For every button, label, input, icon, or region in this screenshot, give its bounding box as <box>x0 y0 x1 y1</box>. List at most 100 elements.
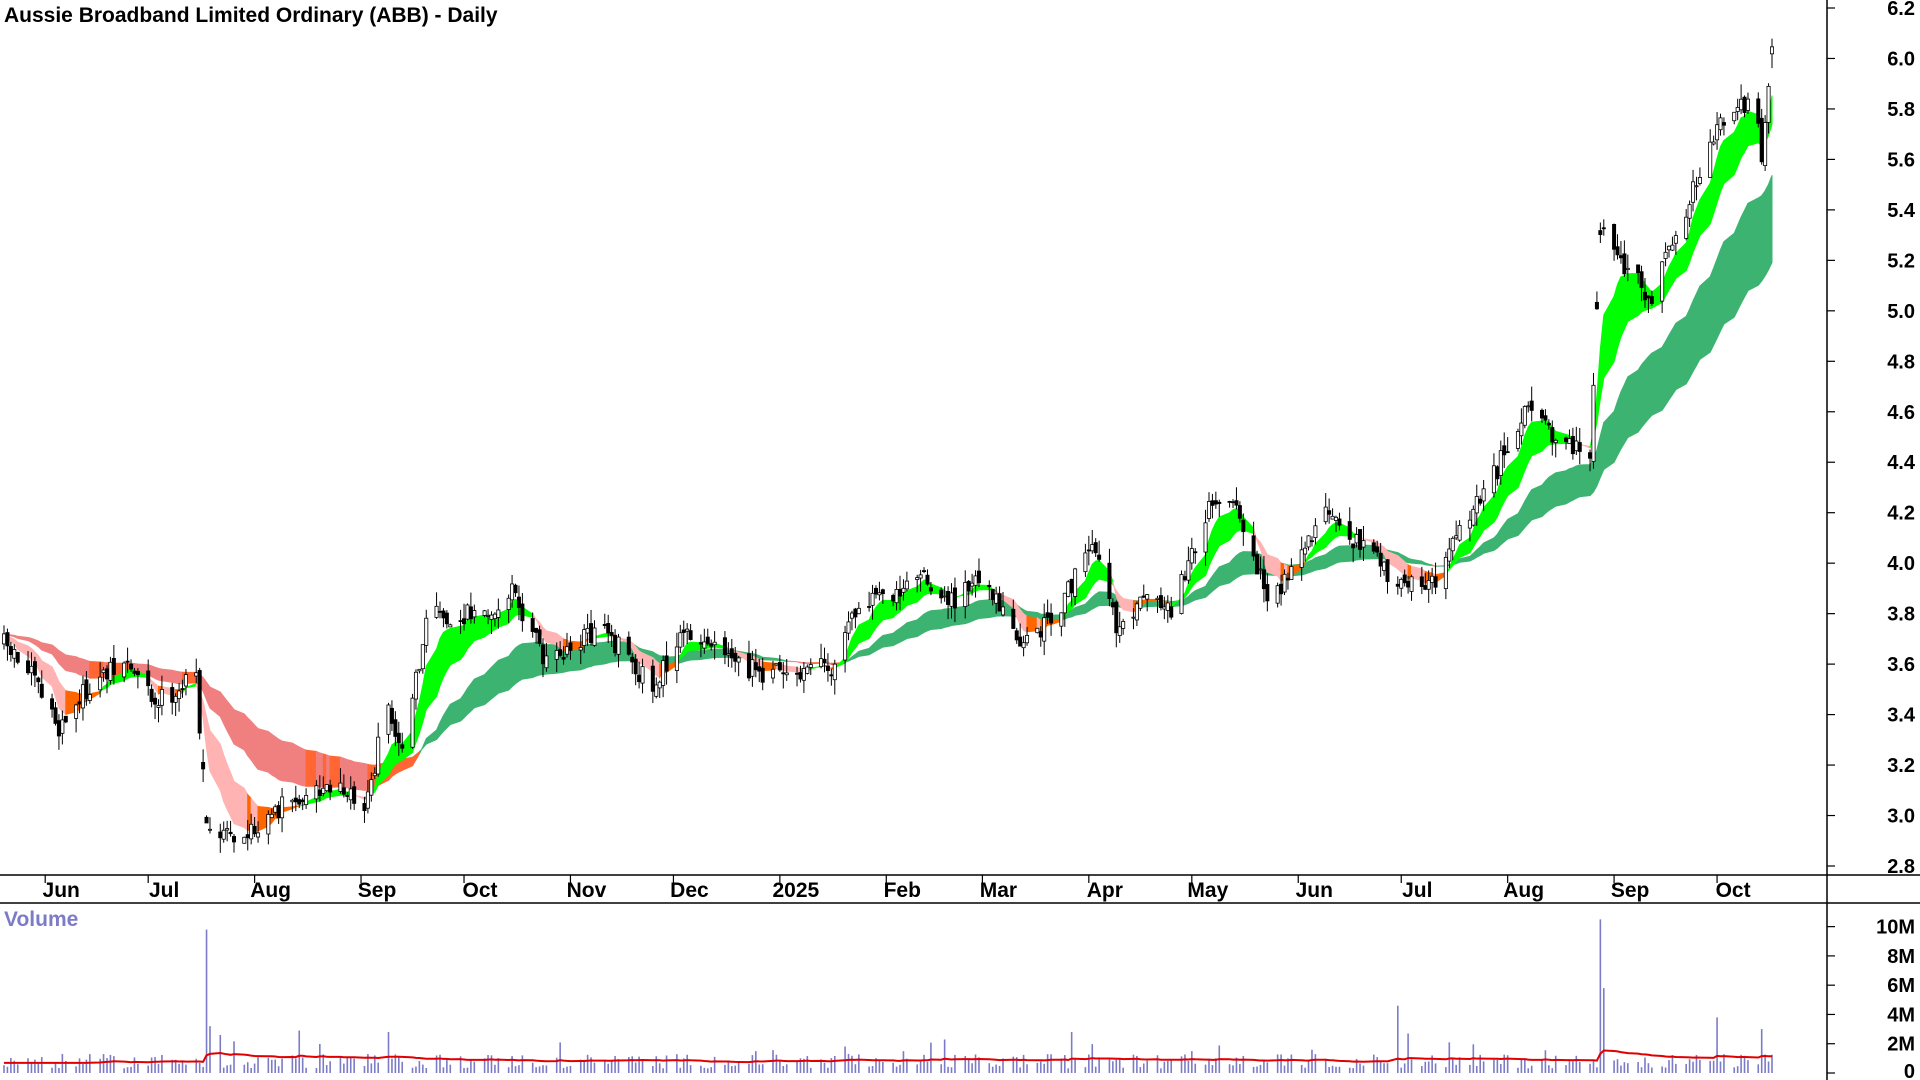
y-tick-label: 5.6 <box>1887 149 1915 171</box>
candle-body <box>544 655 549 669</box>
candle-body <box>1715 124 1720 141</box>
candle <box>1577 428 1582 465</box>
candle <box>1745 92 1750 114</box>
candle-body <box>252 826 257 835</box>
candle-body <box>1423 585 1428 590</box>
candle <box>1399 577 1404 597</box>
candle-body <box>1309 540 1314 543</box>
volume-title: Volume <box>4 908 78 931</box>
candle-body <box>520 603 525 622</box>
candle-body <box>228 831 233 835</box>
candle <box>516 585 521 621</box>
y-tick-label: 3.0 <box>1887 806 1915 828</box>
candle-body <box>1598 230 1603 235</box>
candle <box>1756 92 1761 128</box>
candle-body <box>197 670 202 734</box>
candle <box>1107 548 1112 607</box>
y-tick-label: 5.2 <box>1887 250 1915 272</box>
candle-body <box>1588 452 1593 459</box>
candle <box>1001 592 1006 617</box>
x-tick-label: Jun <box>43 879 80 902</box>
x-tick-label: Mar <box>980 879 1017 902</box>
candle <box>705 628 710 646</box>
candle <box>1261 556 1266 603</box>
candle-body <box>1574 440 1579 452</box>
candle-body <box>661 660 666 686</box>
candle-body <box>101 669 106 673</box>
candle-body <box>39 683 44 698</box>
candle <box>1121 618 1126 635</box>
candle-body <box>1402 574 1407 584</box>
long-band-segment <box>322 753 328 788</box>
candle-body <box>966 580 971 592</box>
candle-body <box>1179 574 1184 614</box>
candle-body <box>489 614 494 620</box>
candle-body <box>376 736 381 775</box>
x-tick-label: Nov <box>567 879 607 902</box>
candle <box>372 767 377 780</box>
candle-body <box>1481 488 1486 502</box>
candle <box>125 647 130 673</box>
candle-body <box>1145 594 1150 600</box>
candle <box>328 779 333 801</box>
candle-body <box>726 653 731 656</box>
candle <box>472 604 477 624</box>
candle <box>232 834 237 853</box>
candle-body <box>994 593 999 604</box>
candle-body <box>946 590 951 605</box>
candle <box>149 684 154 708</box>
candle-body <box>939 589 944 599</box>
candle-body <box>345 795 350 797</box>
candle-body <box>774 663 779 666</box>
candle-body <box>1684 216 1689 239</box>
candle <box>413 669 418 710</box>
candle <box>304 788 309 809</box>
candle <box>1660 261 1665 313</box>
candle-body <box>1231 501 1236 504</box>
candle-body <box>1217 501 1222 504</box>
candle-body <box>609 632 614 636</box>
candle-body <box>1663 251 1668 259</box>
candle-body <box>104 668 109 680</box>
candle <box>424 609 429 653</box>
candle <box>1361 525 1366 562</box>
candle-body <box>1251 535 1256 557</box>
candle-body <box>1409 576 1414 592</box>
candle <box>496 598 501 629</box>
y-tick-label: 3.4 <box>1887 705 1916 727</box>
candle <box>1073 567 1078 606</box>
candle-body <box>1639 271 1644 288</box>
candle-body <box>1756 98 1761 124</box>
candle-body <box>654 684 659 697</box>
candle-body <box>1567 438 1572 445</box>
candle-body <box>1739 98 1744 111</box>
volume-tick-label: 8M <box>1887 946 1915 968</box>
candle <box>561 646 566 665</box>
time-x-axis: Jun Jul Aug Sep Oct Nov Dec 2025 Feb Mar Apr May Jun… <box>43 875 1751 902</box>
candle-body <box>1083 552 1088 573</box>
candle-body <box>60 719 65 734</box>
candle-body <box>733 652 738 662</box>
candle-body <box>362 803 367 812</box>
candle <box>1097 540 1102 562</box>
candle-body <box>1351 543 1356 549</box>
candle-body <box>1361 540 1366 548</box>
candle-body <box>1646 295 1651 299</box>
candle-body <box>465 604 470 620</box>
candle-body <box>1636 264 1641 274</box>
candle-body <box>1498 450 1503 476</box>
x-tick-label: Aug <box>250 879 291 902</box>
candle <box>410 693 415 749</box>
candle-body <box>674 646 679 671</box>
candle-body <box>1770 46 1775 55</box>
candle-body <box>201 761 206 770</box>
candle-body <box>492 613 497 620</box>
candle-body <box>338 782 343 792</box>
candle-body <box>125 660 130 663</box>
candle-body <box>462 618 467 625</box>
candle <box>242 836 247 844</box>
y-tick-label: 5.8 <box>1887 99 1915 121</box>
candle-body <box>218 831 223 839</box>
candle-body <box>798 672 803 680</box>
long-band-segment <box>89 660 105 679</box>
